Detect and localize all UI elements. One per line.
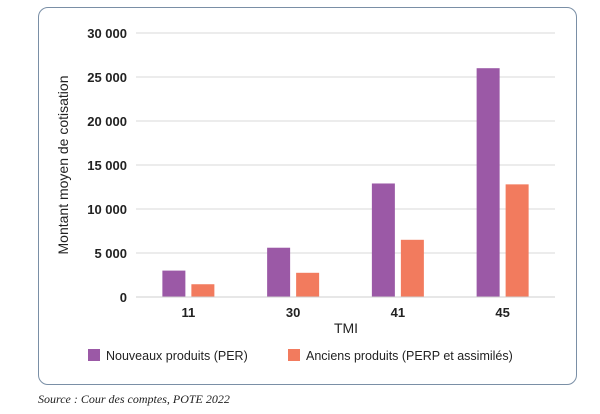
legend: Nouveaux produits (PER) Anciens produits … (88, 349, 513, 363)
y-tick-label: 20 000 (87, 114, 127, 129)
legend-label: Nouveaux produits (PER) (106, 349, 248, 363)
bar-per-45 (476, 68, 500, 297)
y-axis-ticks: 0 5 000 10 000 15 000 20 000 25 000 30 000 (87, 26, 127, 305)
y-tick-label: 15 000 (87, 158, 127, 173)
bar-perp-41 (400, 239, 424, 297)
bar-perp-45 (505, 184, 529, 297)
legend-swatch (288, 349, 300, 361)
bar-per-30 (267, 247, 291, 297)
x-axis-label: TMI (334, 320, 358, 336)
y-axis-label: Montant moyen de cotisation (55, 76, 71, 255)
legend-label: Anciens produits (PERP et assimilés) (306, 349, 513, 363)
x-tick-label: 45 (495, 305, 509, 320)
x-tick-label: 41 (391, 305, 405, 320)
y-tick-label: 0 (120, 290, 127, 305)
bar-per-11 (162, 270, 186, 297)
y-tick-label: 25 000 (87, 70, 127, 85)
legend-swatch (88, 349, 100, 361)
y-tick-label: 10 000 (87, 202, 127, 217)
x-axis-ticks: 11 30 41 45 (182, 305, 510, 320)
bar-per-41 (371, 183, 395, 297)
source-note: Source : Cour des comptes, POTE 2022 (38, 392, 230, 406)
x-tick-label: 11 (182, 305, 196, 320)
y-tick-label: 30 000 (87, 26, 127, 41)
bar-perp-11 (191, 284, 215, 297)
y-tick-label: 5 000 (94, 246, 127, 261)
x-tick-label: 30 (286, 305, 300, 320)
bars (162, 68, 529, 297)
bar-perp-30 (296, 272, 320, 297)
